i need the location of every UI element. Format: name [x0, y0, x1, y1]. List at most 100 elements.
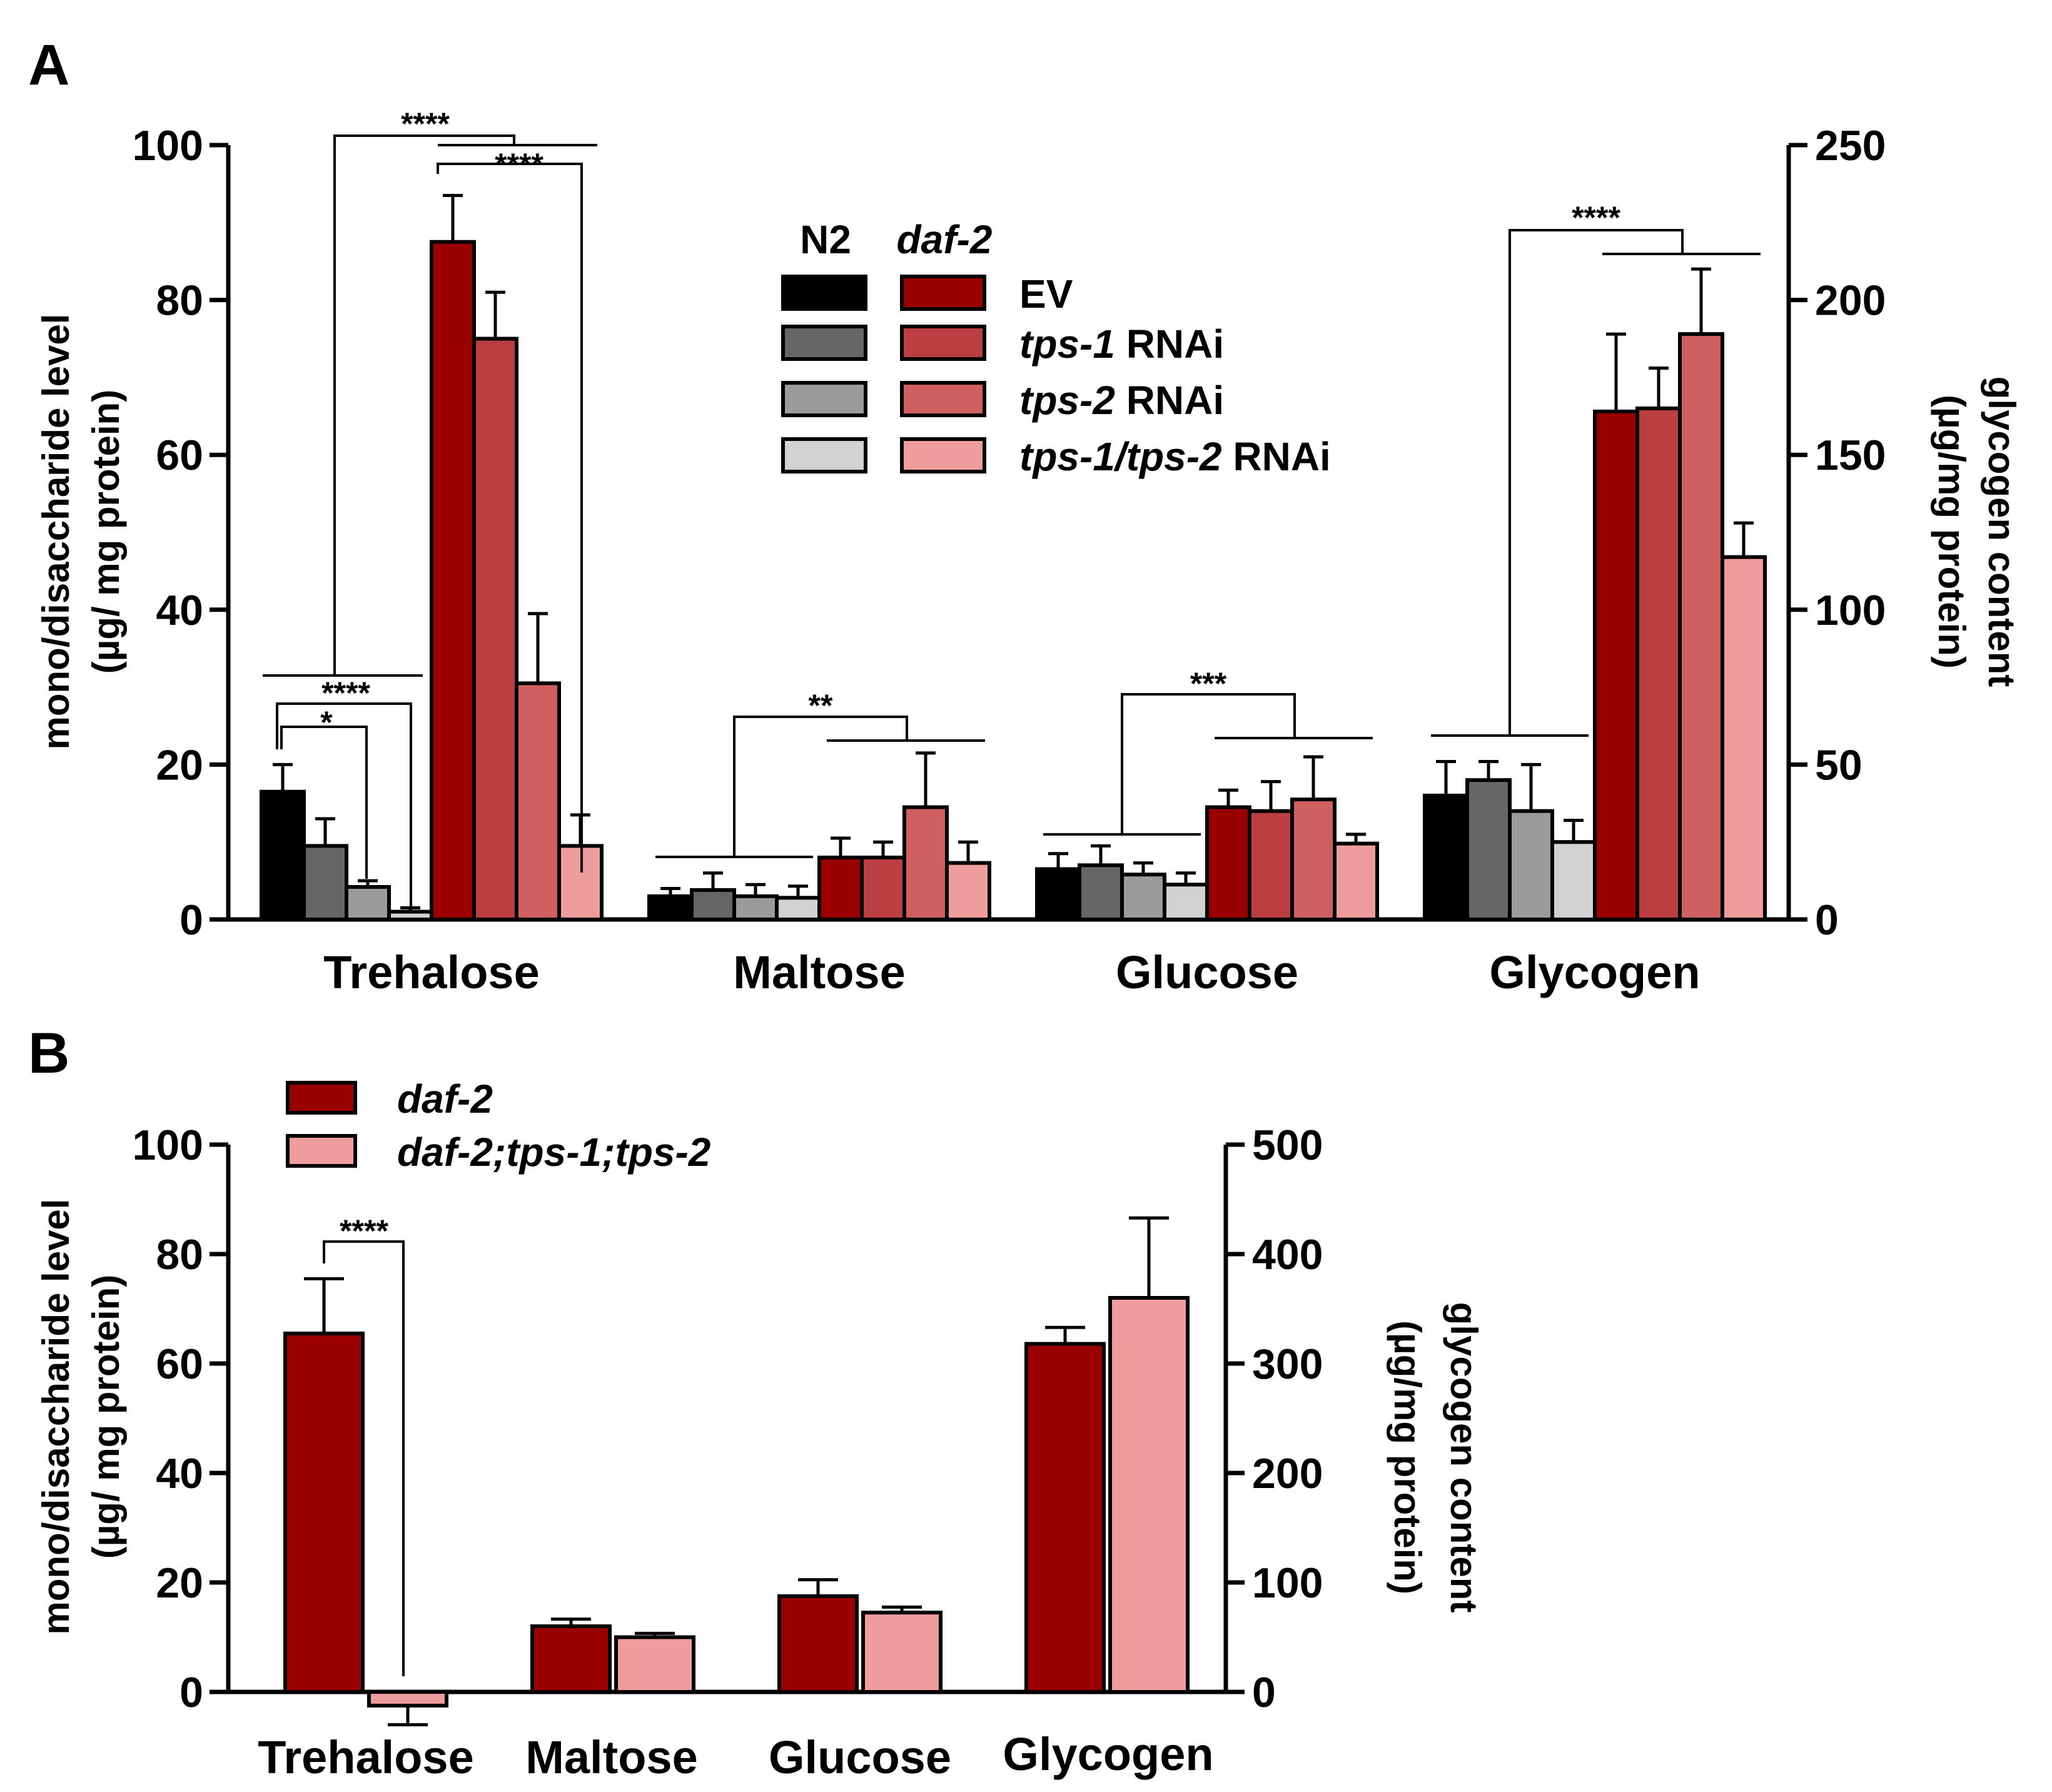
- bar-daf-2-tps-1-tps-2-rnai-glucose: [1333, 841, 1379, 922]
- panel-b-bars: Trehalose Maltose Glucose Glycogen: [258, 1216, 1214, 1783]
- category-label-glucose: Glucose: [1116, 946, 1298, 998]
- sig-bracket-trehalose: [323, 1240, 405, 1676]
- left-y-tick-label: 20: [156, 1559, 203, 1607]
- sig-bracket-glycogen: [1509, 229, 1684, 736]
- right-y-tick-label: 0: [1815, 896, 1839, 944]
- left-y-tick-label: 60: [156, 1340, 203, 1388]
- category-label-trehalose: Trehalose: [258, 1731, 474, 1783]
- legend-label-daf-2-tps-1-tps-2: daf-2;tps-1;tps-2: [397, 1130, 710, 1175]
- right-y-tick-label: 100: [1252, 1559, 1323, 1607]
- right-y-tick-label: 200: [1252, 1450, 1323, 1497]
- bar-daf-2-tps-1-tps-2-maltose: [614, 1635, 695, 1694]
- panel-b-legend: daf-2 daf-2;tps-1;tps-2: [286, 1076, 710, 1175]
- bar-daf-2-tps-2-rnai-trehalose: [515, 681, 561, 922]
- bar-daf-2-ev-glycogen: [1593, 409, 1639, 921]
- left-y-tick-label: 60: [156, 432, 203, 479]
- bar-n2-tps-1-rnai-glucose: [1078, 863, 1124, 921]
- panel-b-axes: 0 20 40 60 80 100 0 100 200 300 400 500 mono/disacch…: [35, 1121, 1485, 1716]
- sig-label: ****: [321, 676, 370, 711]
- bar-daf-2-tps-2-rnai-glycogen: [1678, 332, 1724, 921]
- sig-label: ****: [401, 106, 450, 141]
- bar-daf-2-tps-1-rnai-glycogen: [1635, 406, 1682, 921]
- legend-label: tps-1 RNAi: [1019, 321, 1224, 367]
- sig-label: ****: [495, 147, 543, 182]
- left-y-tick-label: 0: [179, 896, 203, 944]
- sig-label: ***: [1190, 666, 1227, 701]
- bar-n2-tps-1-tps-2-rnai-maltose: [775, 896, 821, 922]
- bar-n2-tps-1-rnai-glycogen: [1465, 778, 1512, 922]
- category-label-trehalose: Trehalose: [323, 946, 540, 998]
- legend-swatch-daf-2-tps-1-rnai: [900, 325, 986, 361]
- bar-daf-2-ev-glucose: [1205, 805, 1251, 921]
- right-axis-title: (µg/mg protein): [1387, 1320, 1428, 1594]
- bar-daf-2-glycogen: [1024, 1342, 1106, 1694]
- panel-a-axes: 0 20 40 60 80 100 0 50 100 150 200 250 mono/disaccha…: [35, 122, 2023, 944]
- legend-header-n2: N2: [800, 217, 851, 262]
- legend-swatch-daf-2-tps-1-tps-2: [286, 1134, 357, 1168]
- category-label-maltose: Maltose: [733, 946, 906, 998]
- legend-swatch-n2-tps-2-rnai: [781, 381, 867, 417]
- left-axis-title: (µg/ mg protein): [85, 1275, 127, 1559]
- right-axis-title: glycogen content: [1981, 377, 2023, 687]
- panel-a-legend: N2 daf-2 EV tps-1 RNAi tps-2 RNAi tps-1/tps-2…: [781, 217, 1331, 479]
- category-label-glucose: Glucose: [769, 1731, 951, 1783]
- bar-daf-2-tps-2-rnai-glucose: [1290, 797, 1337, 921]
- legend-swatch-n2-tps-1-rnai: [781, 325, 867, 361]
- panel-b: B 0 20 40 60 80 100 0 100 200 300 400 500 mono/disac…: [28, 1021, 1485, 1783]
- right-y-tick-label: 400: [1252, 1231, 1323, 1278]
- bar-daf-2-tps-1-tps-2-glycogen: [1108, 1296, 1190, 1694]
- sig-label: *: [320, 705, 333, 740]
- bar-daf-2-tps-1-tps-2-rnai-maltose: [945, 861, 991, 921]
- panel-b-significance: ****: [323, 1213, 405, 1676]
- left-axis-title: (µg/ mg protein): [85, 390, 127, 674]
- bar-n2-ev-maltose: [647, 894, 694, 921]
- category-label-glycogen: Glycogen: [1489, 946, 1700, 998]
- left-y-tick-label: 40: [156, 1450, 203, 1497]
- right-axis-title: (µg/mg protein): [1931, 395, 1973, 669]
- bar-n2-tps-2-rnai-glucose: [1120, 873, 1166, 922]
- left-y-tick-label: 20: [156, 741, 203, 789]
- right-y-tick-label: 200: [1815, 277, 1886, 325]
- panel-b-label: B: [28, 1021, 69, 1085]
- left-y-tick-label: 40: [156, 587, 203, 634]
- legend-swatch-n2-ev: [781, 275, 867, 311]
- left-y-tick-label: 100: [133, 1121, 203, 1169]
- legend-swatch-daf-2-tps-1-tps-2-rnai: [900, 437, 986, 473]
- legend-label: tps-2 RNAi: [1019, 378, 1224, 423]
- sig-bracket-trehalose-n2-single: [280, 726, 368, 879]
- sig-bracket-trehalose-n2: [276, 702, 412, 913]
- left-axis-title: mono/disaccharide level: [35, 314, 77, 750]
- bar-n2-tps-2-rnai-trehalose: [345, 885, 391, 922]
- bar-daf-2-maltose: [530, 1624, 612, 1694]
- bar-daf-2-tps-1-rnai-trehalose: [472, 337, 518, 921]
- right-y-tick-label: 50: [1815, 741, 1862, 789]
- bar-n2-ev-trehalose: [260, 789, 306, 921]
- bar-n2-tps-1-rnai-maltose: [690, 888, 736, 922]
- left-y-tick-label: 0: [179, 1669, 203, 1716]
- legend-swatch-daf-2-tps-2-rnai: [900, 381, 986, 417]
- panel-a-bars: Trehalose Maltose Glucose Glycogen: [260, 193, 1767, 998]
- panel-a-significance: ************* *********: [263, 106, 1761, 913]
- right-y-tick-label: 150: [1815, 432, 1886, 479]
- right-y-tick-label: 0: [1252, 1669, 1276, 1716]
- right-y-tick-label: 250: [1815, 122, 1886, 170]
- sig-bracket-glucose: [1121, 693, 1296, 834]
- bar-daf-2-ev-maltose: [817, 855, 864, 921]
- legend-swatch-n2-tps-1-tps-2-rnai: [781, 437, 867, 473]
- panel-a-label: A: [28, 33, 69, 97]
- category-label-maltose: Maltose: [525, 1731, 698, 1783]
- left-y-tick-label: 80: [156, 277, 203, 325]
- bar-daf-2-tps-2-rnai-maltose: [902, 805, 949, 921]
- left-y-tick-label: 80: [156, 1231, 203, 1278]
- legend-label-daf-2: daf-2: [397, 1076, 493, 1121]
- left-axis-title: mono/disaccharide level: [35, 1199, 77, 1635]
- sig-label: ****: [340, 1213, 388, 1248]
- bar-n2-tps-1-tps-2-rnai-glucose: [1163, 883, 1209, 922]
- bar-daf-2-tps-1-rnai-maltose: [860, 855, 906, 921]
- sig-label: **: [809, 688, 833, 723]
- bar-n2-ev-glycogen: [1423, 793, 1469, 922]
- legend-label: EV: [1019, 271, 1073, 316]
- sig-bracket-trehalose-daf2: [437, 163, 583, 873]
- bar-n2-tps-1-rnai-trehalose: [302, 844, 348, 922]
